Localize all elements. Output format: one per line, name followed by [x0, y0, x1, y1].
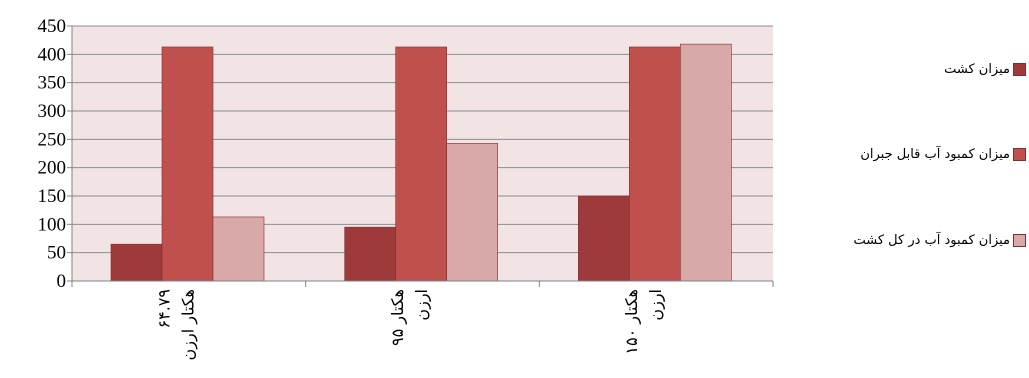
x-tick-label: ۱۵۰ هکتار — [622, 289, 642, 355]
y-tick-label: 250 — [38, 129, 67, 150]
x-tick-label: ارزن — [412, 289, 432, 321]
y-tick-label: 100 — [38, 214, 67, 235]
y-tick-label: 50 — [47, 243, 66, 264]
bar — [680, 43, 732, 282]
bar — [212, 216, 265, 282]
legend-swatch-total-shortage — [1013, 234, 1026, 247]
bar — [578, 195, 630, 282]
x-tick-label: ۹۵ هکتار — [388, 289, 408, 346]
x-tick-label: ۶۴.۷۹ — [155, 289, 174, 328]
y-tick-label: 400 — [38, 44, 67, 65]
x-tick-label: هکتار ارزن — [179, 289, 199, 360]
y-tick-label: 150 — [38, 186, 67, 207]
bar — [446, 143, 498, 282]
legend-label-compensable-shortage: میزان کمبود آب قابل جبران — [860, 147, 1010, 162]
y-tick-label: 300 — [38, 101, 67, 122]
legend-swatch-compensable-shortage — [1013, 148, 1026, 161]
y-tick-label: 350 — [38, 73, 67, 94]
bar — [161, 46, 214, 282]
y-tick-label: 0 — [57, 271, 67, 292]
legend-item-total-shortage: میزان کمبود آب در کل کشت — [853, 233, 1026, 248]
legend-item-planting: میزان کشت — [944, 62, 1026, 77]
legend-label-total-shortage: میزان کمبود آب در کل کشت — [853, 233, 1010, 248]
x-tick-label: ارزن — [646, 289, 666, 321]
legend-swatch-planting — [1013, 63, 1026, 76]
bar — [629, 46, 681, 282]
y-tick-label: 200 — [38, 158, 67, 179]
bar — [344, 226, 396, 282]
y-tick-label: 450 — [38, 16, 67, 37]
bar — [395, 46, 447, 282]
legend-item-compensable-shortage: میزان کمبود آب قابل جبران — [860, 147, 1026, 162]
bar — [110, 243, 163, 282]
legend-label-planting: میزان کشت — [944, 62, 1010, 77]
